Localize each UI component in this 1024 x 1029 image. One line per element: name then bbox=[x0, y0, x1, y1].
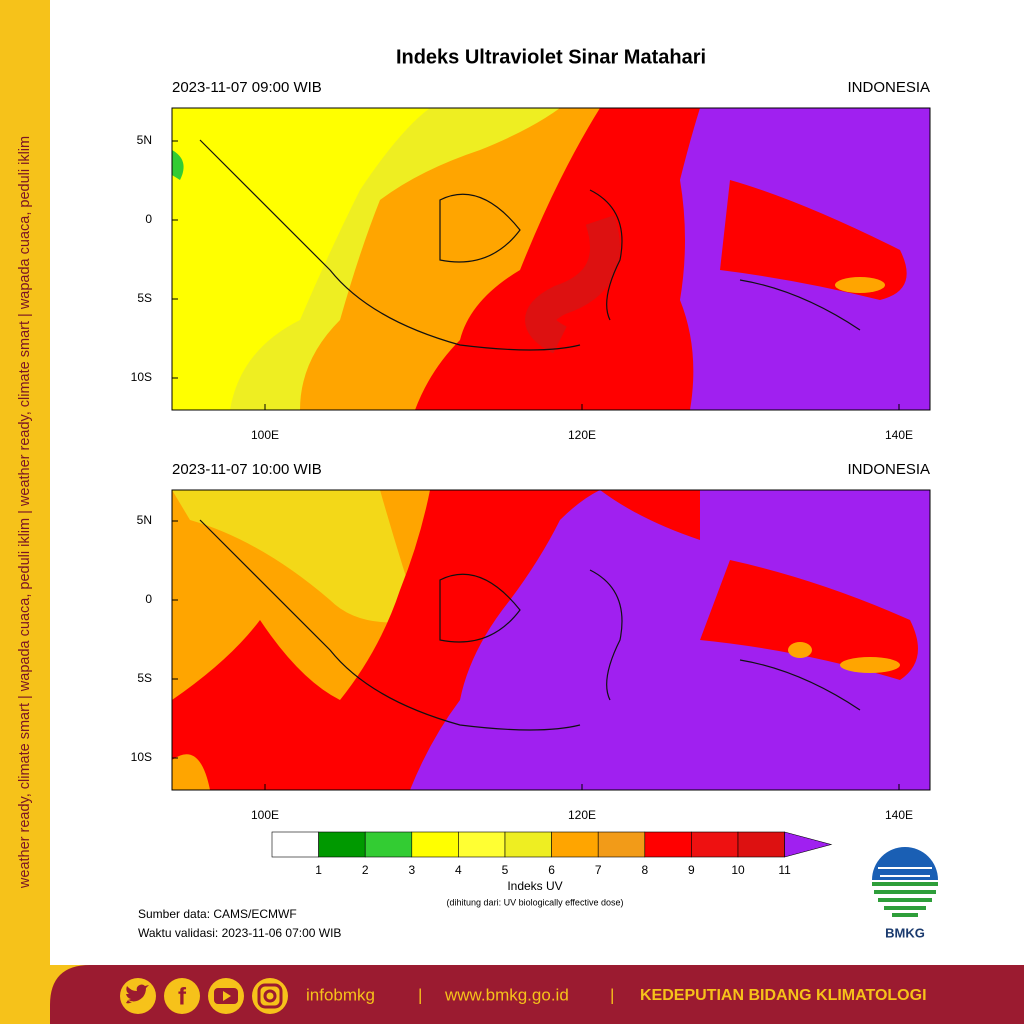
lon-label: 120E bbox=[568, 428, 596, 442]
lat-label: 5S bbox=[137, 291, 152, 305]
colorbar-box bbox=[644, 831, 692, 858]
footer-separator: | bbox=[418, 985, 422, 1004]
lat-label: 5S bbox=[137, 671, 152, 685]
svg-text:f: f bbox=[178, 983, 187, 1010]
map-axes: 2023-11-07 09:00 WIB INDONESIA 5N 0 5S 10S 100… bbox=[131, 79, 930, 822]
colorbar-label: 6 bbox=[548, 863, 555, 877]
colorbar-arrow bbox=[784, 831, 833, 858]
lon-label: 120E bbox=[568, 808, 596, 822]
colorbar-box bbox=[458, 831, 506, 858]
colorbar-label: 1 bbox=[315, 863, 322, 877]
colorbar-label: 10 bbox=[731, 863, 745, 877]
sidebar bbox=[0, 0, 50, 1024]
facebook-icon[interactable] bbox=[164, 978, 200, 1014]
lat-label: 10S bbox=[131, 750, 152, 764]
colorbar-label: 9 bbox=[688, 863, 695, 877]
lon-label: 140E bbox=[885, 808, 913, 822]
panel-time: 2023-11-07 10:00 WIB bbox=[172, 461, 322, 478]
colorbar-box bbox=[411, 831, 459, 858]
source: Sumber data: CAMS/ECMWF bbox=[138, 907, 297, 921]
lon-label: 140E bbox=[885, 428, 913, 442]
panel-region: INDONESIA bbox=[847, 79, 930, 96]
colorbar-box bbox=[504, 831, 552, 858]
footer-separator: | bbox=[610, 985, 614, 1004]
panel-region: INDONESIA bbox=[847, 461, 930, 478]
sidebar-text: weather ready, climate smart | wapada cu… bbox=[17, 136, 33, 889]
colorbar: 1 2 3 4 5 6 7 8 9 10 11 bbox=[271, 831, 833, 877]
uv-map bbox=[172, 108, 930, 410]
colorbar-box bbox=[364, 831, 413, 858]
colorbar-box bbox=[551, 831, 599, 858]
colorbar-box bbox=[318, 831, 366, 858]
colorbar-label: 7 bbox=[595, 863, 602, 877]
panel-time: 2023-11-07 09:00 WIB bbox=[172, 79, 322, 96]
colorbar-box bbox=[737, 831, 785, 858]
lon-label: 100E bbox=[251, 428, 279, 442]
instagram-icon[interactable] bbox=[252, 978, 288, 1014]
colorbar-label: 3 bbox=[408, 863, 415, 877]
bmkg-logo: BMKG bbox=[872, 847, 938, 940]
colorbar-label: 5 bbox=[502, 863, 509, 877]
colorbar-label: 4 bbox=[455, 863, 462, 877]
footer-handle: infobmkg bbox=[306, 985, 375, 1004]
colorbar-box bbox=[691, 831, 739, 858]
footer-unit: KEDEPUTIAN BIDANG KLIMATOLOGI bbox=[640, 987, 927, 1004]
logo-text: BMKG bbox=[885, 925, 925, 940]
lat-label: 0 bbox=[145, 212, 152, 226]
lat-label: 5N bbox=[137, 133, 152, 147]
colorbar-box bbox=[597, 831, 646, 858]
lat-label: 5N bbox=[137, 513, 152, 527]
colorbar-label: 11 bbox=[778, 863, 791, 877]
colorbar-label: 8 bbox=[641, 863, 648, 877]
title: Indeks Ultraviolet Sinar Matahari bbox=[396, 46, 706, 68]
social-icons: f bbox=[120, 978, 288, 1014]
colorbar-title: Indeks UV bbox=[507, 879, 562, 893]
uv-map bbox=[172, 490, 930, 790]
colorbar-note: (dihitung dari: UV biologically effectiv… bbox=[447, 897, 624, 907]
colorbar-label: 2 bbox=[362, 863, 369, 877]
lon-label: 100E bbox=[251, 808, 279, 822]
lat-label: 0 bbox=[145, 592, 152, 606]
colorbar-box bbox=[271, 831, 319, 858]
footer-website[interactable]: www.bmkg.go.id bbox=[444, 985, 569, 1004]
lat-label: 10S bbox=[131, 370, 152, 384]
validity: Waktu validasi: 2023-11-06 07:00 WIB bbox=[138, 926, 341, 940]
